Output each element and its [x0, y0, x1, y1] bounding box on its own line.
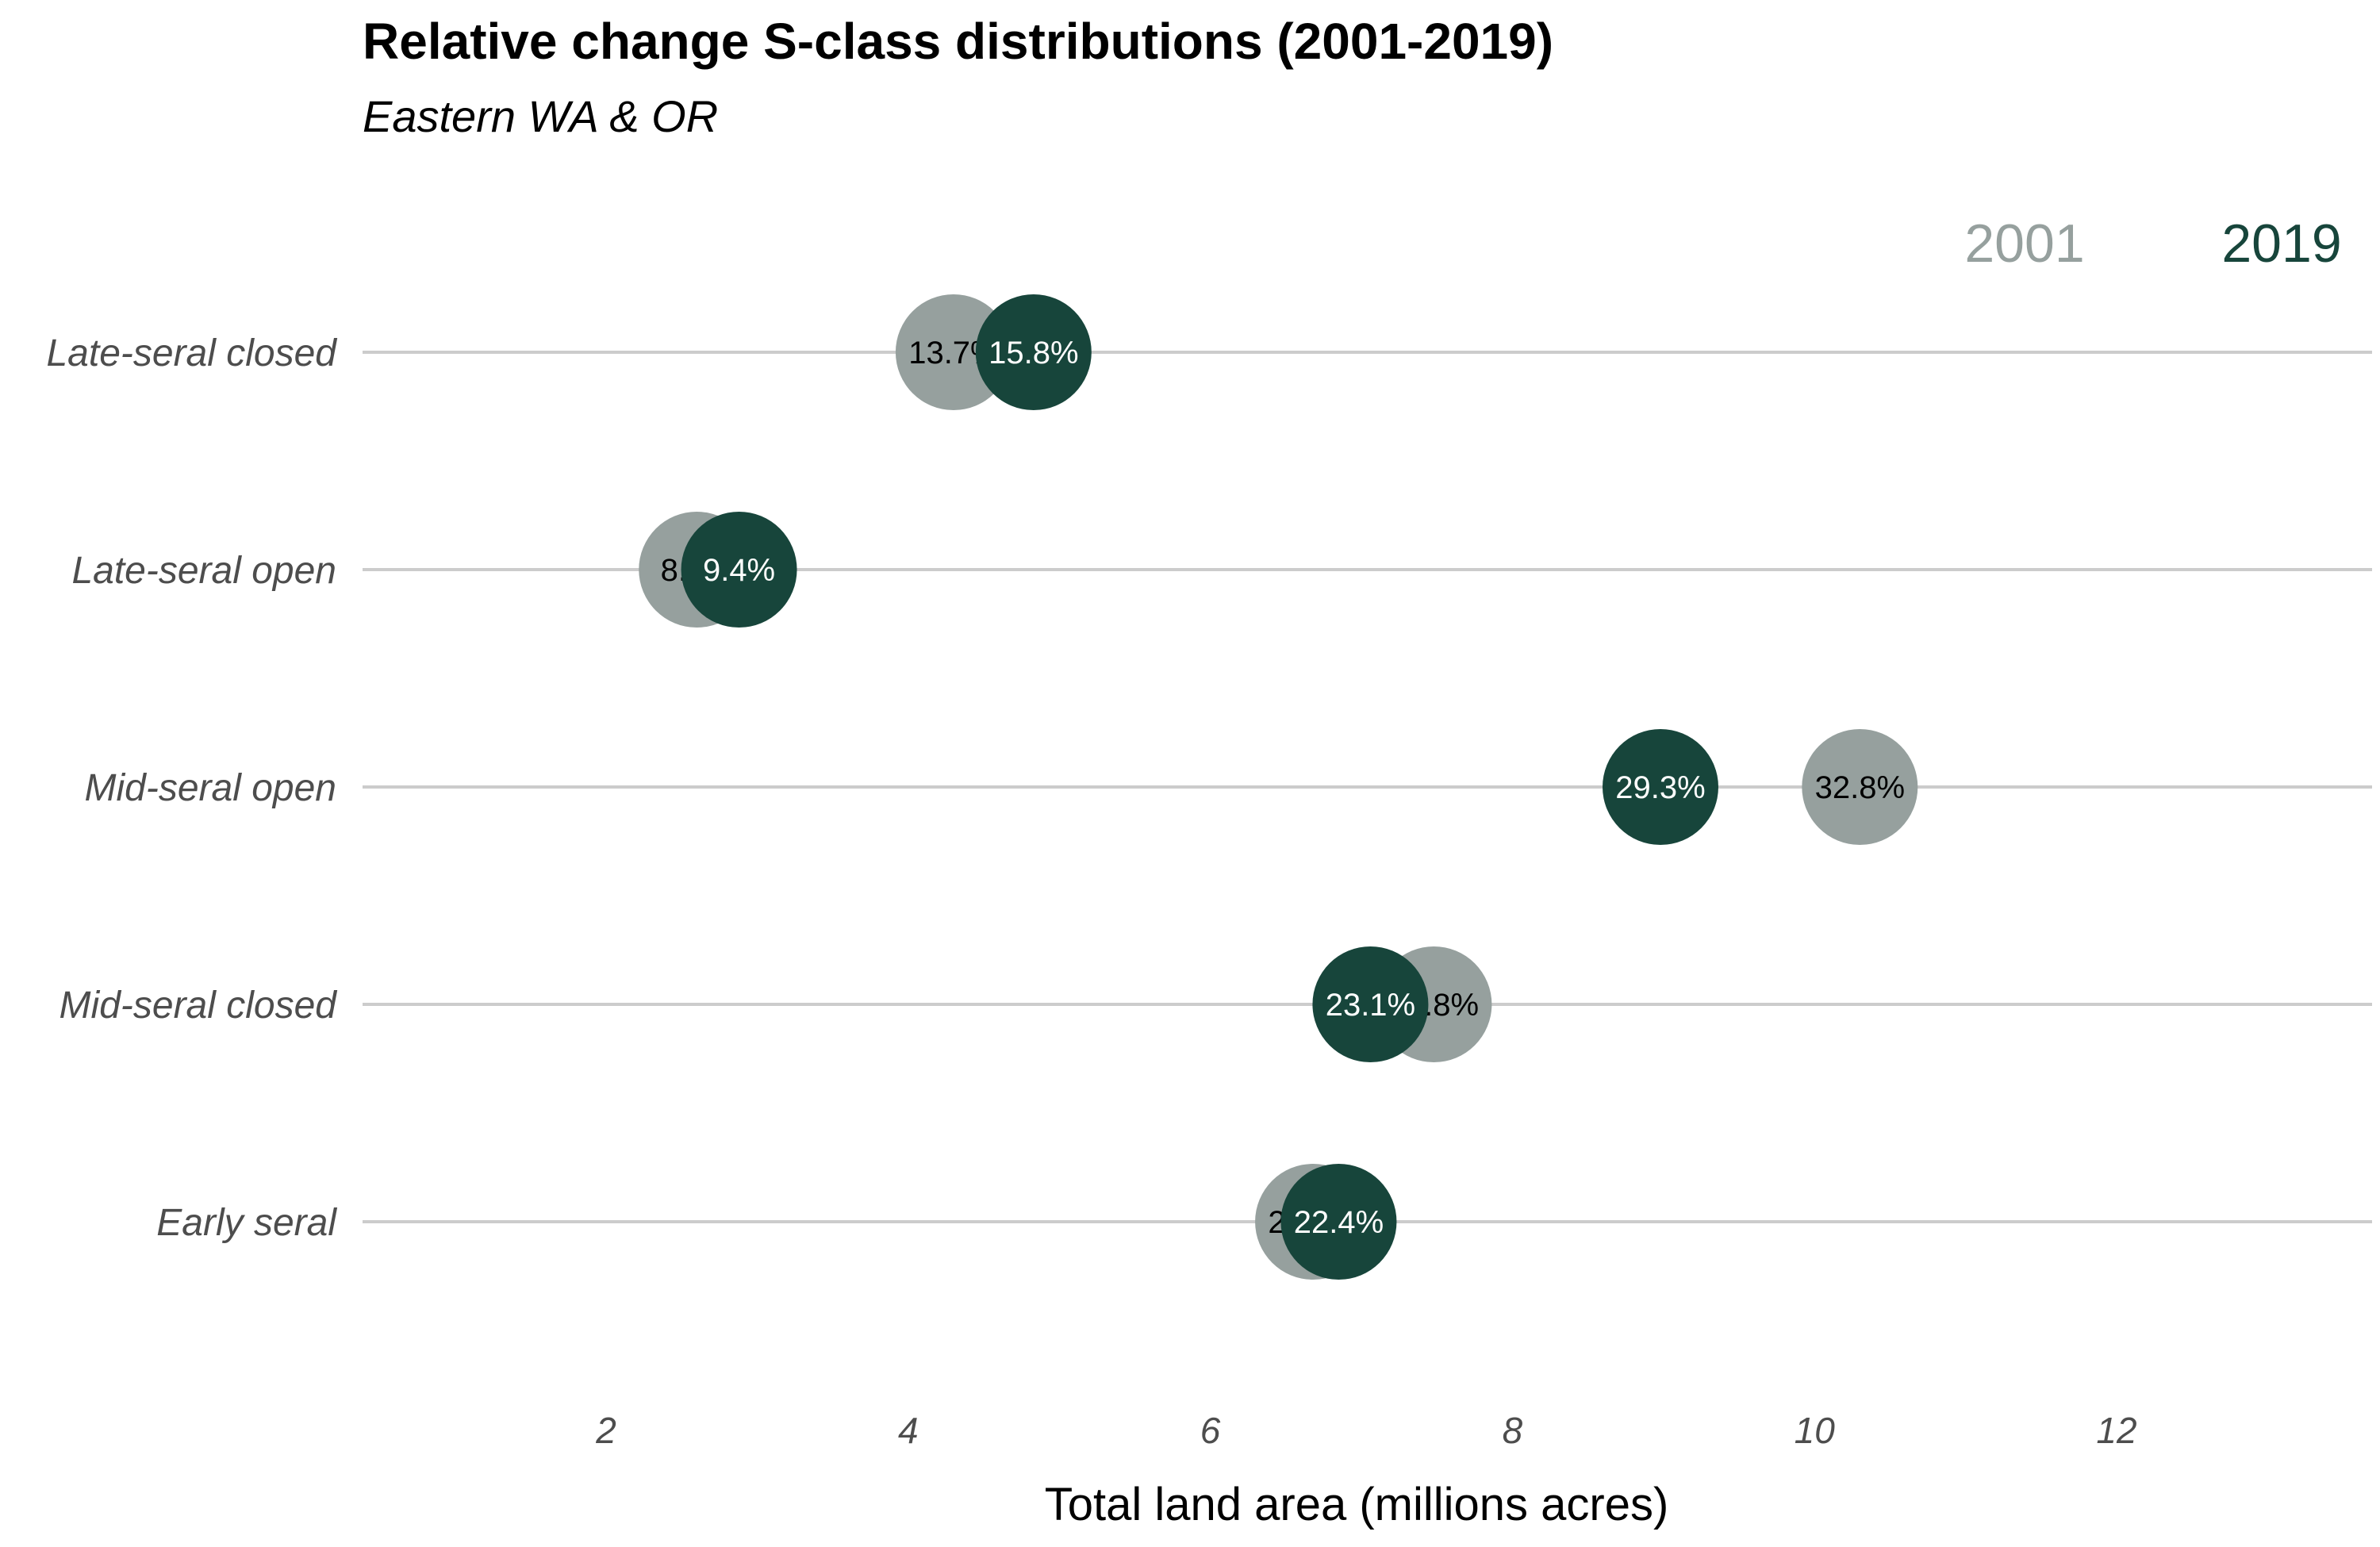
x-axis-label: Total land area (millions acres) [1045, 1479, 1669, 1530]
x-tick-label: 2 [595, 1410, 616, 1451]
x-tick-label: 4 [898, 1410, 919, 1451]
data-point [975, 294, 1092, 410]
data-point [681, 512, 797, 628]
legend-entry: 2019 [2221, 213, 2341, 274]
x-tick-label: 12 [2096, 1410, 2136, 1451]
x-tick-label: 6 [1200, 1410, 1221, 1451]
category-label: Early seral [156, 1202, 337, 1244]
x-tick-label: 8 [1503, 1410, 1523, 1451]
category-label: Late-seral open [71, 550, 336, 592]
data-point [895, 294, 1012, 410]
x-tick-labels: 2 4 6 8 10 12 [595, 1410, 2136, 1451]
data-points: 13.7%8.5%32.8%23.8%21.2%15.8%9.4%29.3%23… [639, 294, 1918, 1280]
data-label: 9.4% [703, 553, 775, 588]
grid-lines [363, 351, 2372, 1223]
category-label: Late-seral closed [46, 332, 337, 374]
legend-entry: 2001 [1964, 213, 2084, 274]
legend: 2001 2019 [1964, 213, 2341, 274]
x-tick-label: 10 [1795, 1410, 1836, 1451]
data-label: 22.4% [1294, 1205, 1384, 1240]
data-point [1312, 946, 1429, 1062]
chart-subtitle: Eastern WA & OR [363, 91, 718, 141]
data-label: 32.8% [1815, 770, 1905, 805]
category-label: Mid-seral open [85, 767, 336, 809]
chart-title: Relative change S-class distributions (2… [363, 13, 1553, 70]
data-label: 23.1% [1326, 988, 1415, 1023]
category-labels: Late-seral closed Late-seral open Mid-sera… [46, 332, 337, 1244]
data-label: 29.3% [1615, 770, 1705, 805]
category-label: Mid-seral closed [60, 985, 338, 1027]
data-label: 15.8% [988, 336, 1078, 370]
data-point [1280, 1164, 1397, 1280]
data-point [1602, 729, 1718, 845]
series-group: 15.8% 9.4% 29.3% 23.1% 22.4% [681, 294, 1718, 1280]
data-point [1802, 729, 1918, 845]
